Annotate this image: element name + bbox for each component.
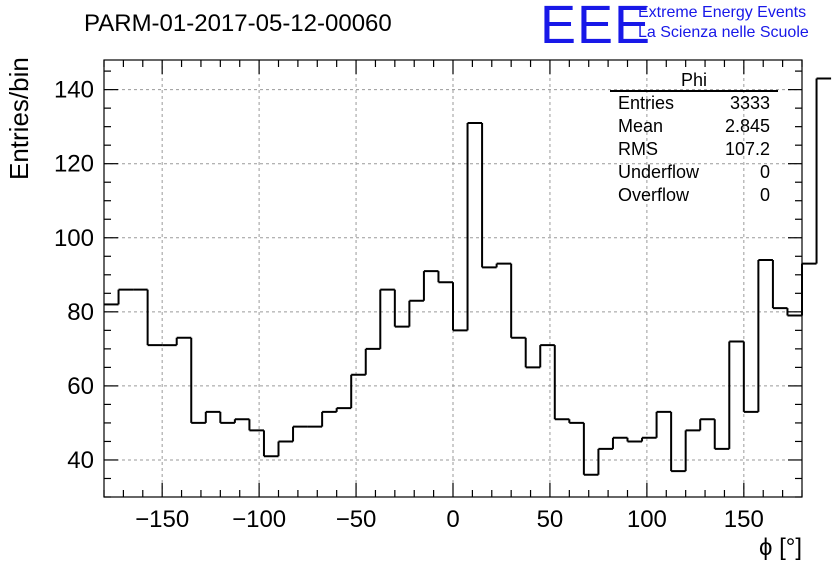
x-tick-label: −50 [336,506,377,533]
brand-line-2: La Scienza nelle Scuole [638,24,809,41]
histogram-bin [728,340,744,449]
histogram-bin [611,436,628,449]
stats-value: 0 [759,162,770,182]
histogram-bin [350,373,366,409]
y-tick-label: 100 [54,225,94,252]
histogram-bin [248,419,264,432]
histogram-bin [597,447,613,475]
x-tick-label: −100 [232,506,286,533]
histogram-bin [670,411,686,473]
histogram-bin [771,259,788,310]
histogram-bin [379,288,395,349]
stats-label: RMS [618,139,658,159]
histogram-bin [219,411,235,424]
x-tick-label: 100 [627,506,667,533]
y-tick-label: 140 [54,77,94,104]
histogram-bin [786,308,802,317]
histogram-bin [117,288,134,305]
histogram-bin [713,419,730,450]
histogram-bin [553,345,570,421]
histogram-bin [568,419,584,424]
histogram-bin [655,410,672,438]
histogram-bin [422,270,439,301]
histogram-bin [524,337,541,369]
stats-label: Overflow [618,185,690,205]
stats-row: RMS 107.2 [610,138,778,161]
y-tick-label: 60 [67,373,94,400]
histogram-bin [335,407,352,412]
histogram-bin [393,289,410,328]
stats-value: 107.2 [724,139,770,159]
histogram-bin [495,262,512,268]
histogram-bin [175,336,192,346]
histogram-bin [321,410,337,427]
histogram-bin [233,418,250,423]
x-tick-label: 150 [724,506,764,533]
histogram-bin [146,289,163,347]
x-tick-label: 50 [537,506,564,533]
stats-row: Entries 3333 [610,92,778,115]
histogram-bin [262,430,279,458]
x-tick-label: −150 [135,506,189,533]
stats-label: Mean [618,116,664,136]
y-tick-label: 120 [54,151,94,178]
stats-row: Underflow 0 [610,161,778,184]
stats-box: Phi Entries 3333 Mean 2.845 RMS 107.2 Un… [610,70,778,207]
stats-label: Entries [618,93,675,113]
histogram-bin [204,410,221,423]
stats-value: 0 [759,185,770,205]
histogram-bin [190,337,206,424]
y-tick-label: 80 [67,299,94,326]
histogram-bin [539,344,555,368]
chart-title: PARM-01-2017-05-12-00060 [84,10,392,37]
histogram-bin [364,347,381,375]
histogram-bin [452,282,468,332]
histogram-bin [481,122,497,269]
histogram-bin [641,436,657,442]
histogram-bin [582,422,599,476]
histogram-bin [277,440,294,457]
histogram-bin [699,418,715,431]
histogram-bin [626,437,643,443]
stats-row: Overflow 0 [610,184,778,207]
y-tick-label: 40 [67,447,94,474]
histogram-bin [292,425,308,442]
histogram-bin [742,341,759,413]
y-axis-label: Entries/bin [4,57,34,180]
stats-value: 2.845 [724,116,770,136]
x-axis-label: ϕ [°] [758,534,802,561]
histogram-bin [684,429,701,472]
histogram-bin [815,77,832,264]
brand-line-1: Extreme Energy Events [638,4,807,21]
histogram-bin [466,121,483,331]
histogram-bin [437,271,453,284]
stats-label: Underflow [618,162,700,182]
stats-title: Phi [610,70,778,92]
histogram-bin [408,299,424,327]
eee-logo: EEE [540,0,652,55]
histogram-bin [801,262,817,316]
x-tick-label: 0 [446,506,459,533]
stats-value: 3333 [729,93,770,113]
histogram-bin [510,263,526,339]
stats-row: Mean 2.845 [610,115,778,138]
histogram-bin [757,258,773,412]
